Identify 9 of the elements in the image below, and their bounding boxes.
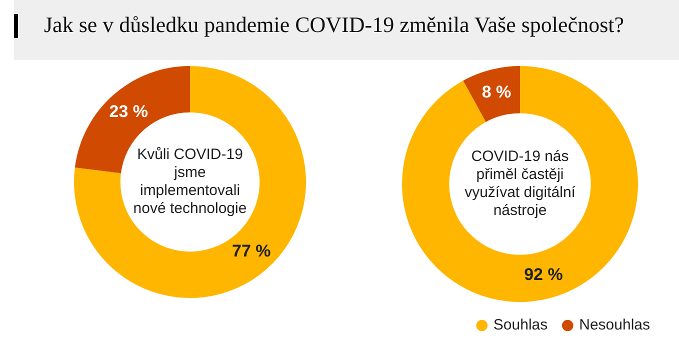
- text: Kvůli COVID-19 jsme implementovali nové technologie: [133, 146, 247, 218]
- legend-label: Souhlas: [493, 316, 548, 334]
- chart-title: Jak se v důsledku pandemie COVID-19 změnila Vaše společnost?: [44, 12, 624, 38]
- data-label: 8 %: [482, 82, 512, 102]
- legend-label: Nesouhlas: [579, 316, 650, 334]
- data-label: 77 %: [232, 241, 271, 260]
- text: COVID-19 nás přiměl častěji využívat digitální nástroje: [464, 148, 576, 220]
- data-label: 23 %: [109, 102, 148, 122]
- data-label: 92 %: [524, 265, 563, 284]
